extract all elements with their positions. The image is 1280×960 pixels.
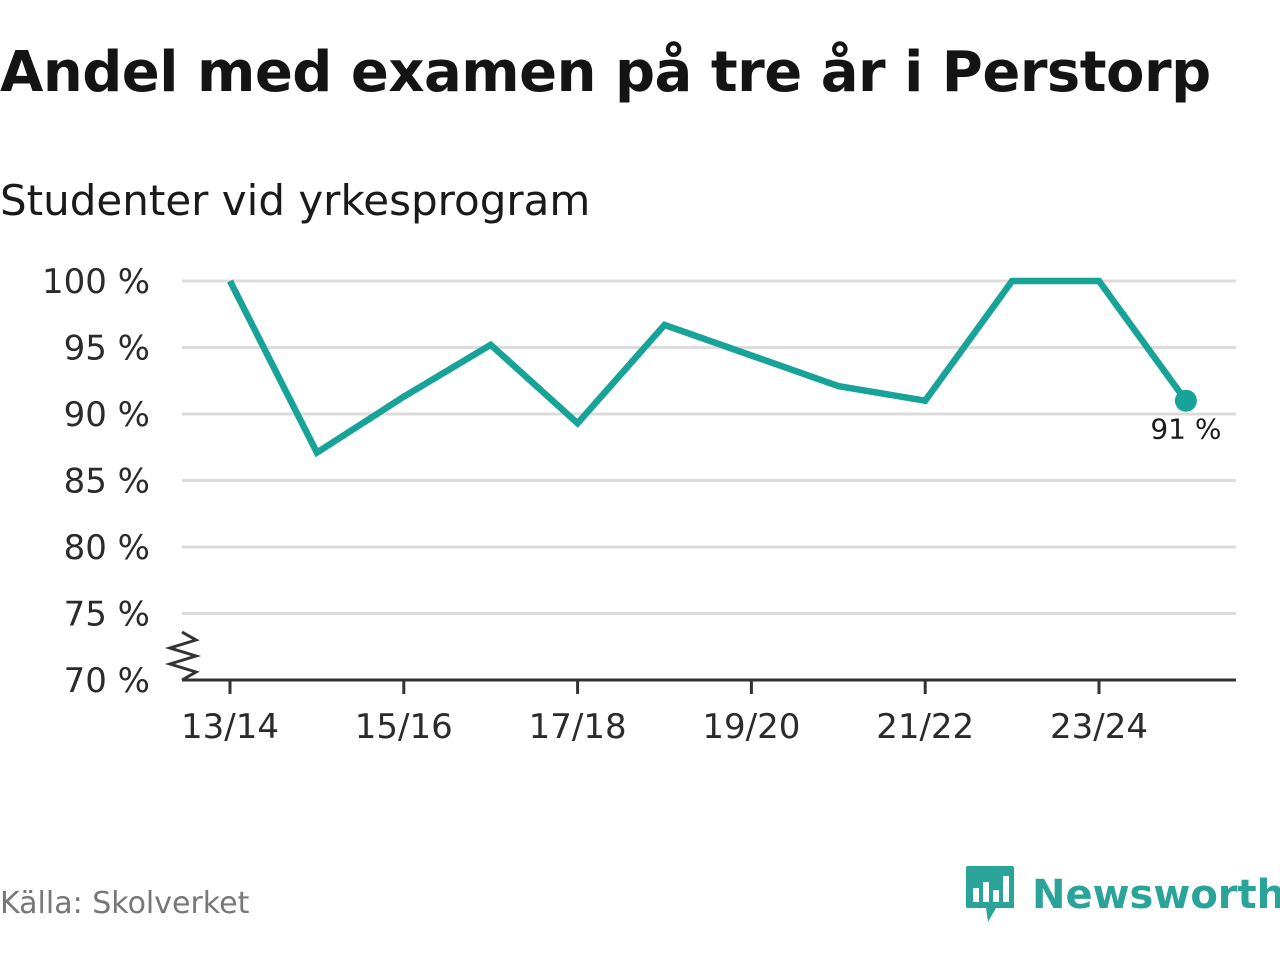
y-tick-label: 80 %	[64, 528, 150, 568]
x-axis: 13/14 15/16 17/18 19/20 21/22 23/24	[164, 630, 1236, 747]
last-data-point	[1174, 389, 1197, 412]
data-labels: 91 %	[1150, 413, 1221, 446]
y-tick-label: 95 %	[64, 329, 150, 369]
data-points	[1174, 389, 1197, 412]
x-tick-label: 23/24	[1050, 707, 1148, 747]
brand-name: Newsworthy	[1032, 872, 1280, 918]
x-tick-label: 21/22	[876, 707, 974, 747]
y-axis: 70 % 75 % 80 % 85 % 90 % 95 % 100 %	[42, 262, 150, 701]
line-chart: 70 % 75 % 80 % 85 % 90 % 95 % 100 % 13/14 15/16…	[42, 262, 1236, 747]
source-note: Källa: Skolverket	[0, 886, 250, 921]
y-tick-label: 75 %	[64, 595, 150, 635]
chart-subtitle: Studenter vid yrkesprogram	[0, 176, 591, 225]
x-tick-label: 17/18	[529, 707, 627, 747]
axis-break-icon	[164, 630, 202, 682]
brand-logo: Newsworthy	[964, 864, 1280, 926]
series-line	[227, 277, 1189, 458]
series	[227, 277, 1189, 458]
gridlines	[182, 279, 1236, 615]
x-tick-label: 19/20	[702, 707, 800, 747]
end-value-label: 91 %	[1150, 413, 1221, 446]
y-tick-label: 90 %	[64, 395, 150, 435]
chart-title: Andel med examen på tre år i Perstorp	[0, 40, 1211, 105]
newsworthy-logo-icon	[966, 866, 1014, 922]
x-tick-label: 13/14	[181, 707, 279, 747]
y-tick-label: 70 %	[64, 661, 150, 701]
y-tick-label: 100 %	[42, 262, 150, 302]
x-tick-label: 15/16	[355, 707, 453, 747]
y-tick-label: 85 %	[64, 462, 150, 502]
